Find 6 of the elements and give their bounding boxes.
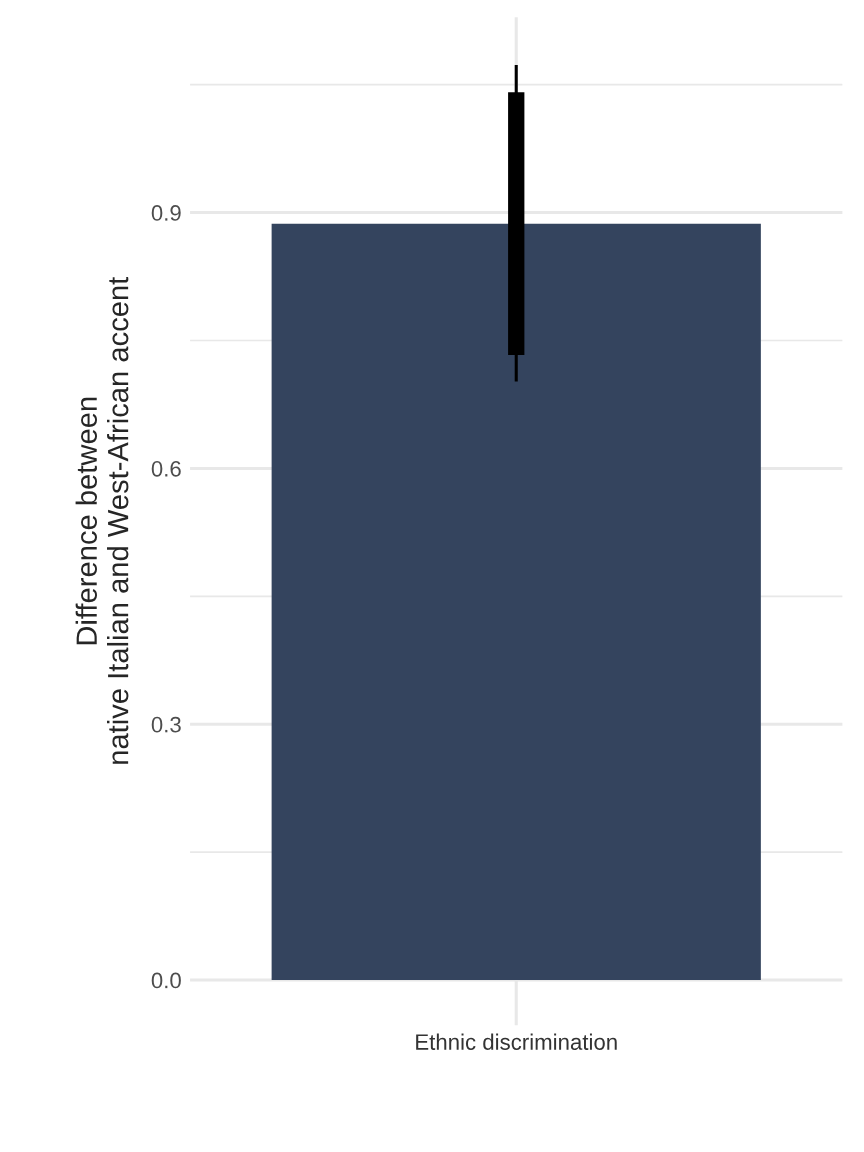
y-tick-label: 0.6 [151,460,181,477]
x-tick-label: Ethnic discrimination [416,1033,617,1050]
y-axis-title: Difference between native Italian and West-African accent [75,276,129,764]
y-tick-label: 0.3 [151,716,181,733]
y-tick-label: 0.9 [151,205,181,221]
y-tick-label: 0.0 [151,972,181,989]
